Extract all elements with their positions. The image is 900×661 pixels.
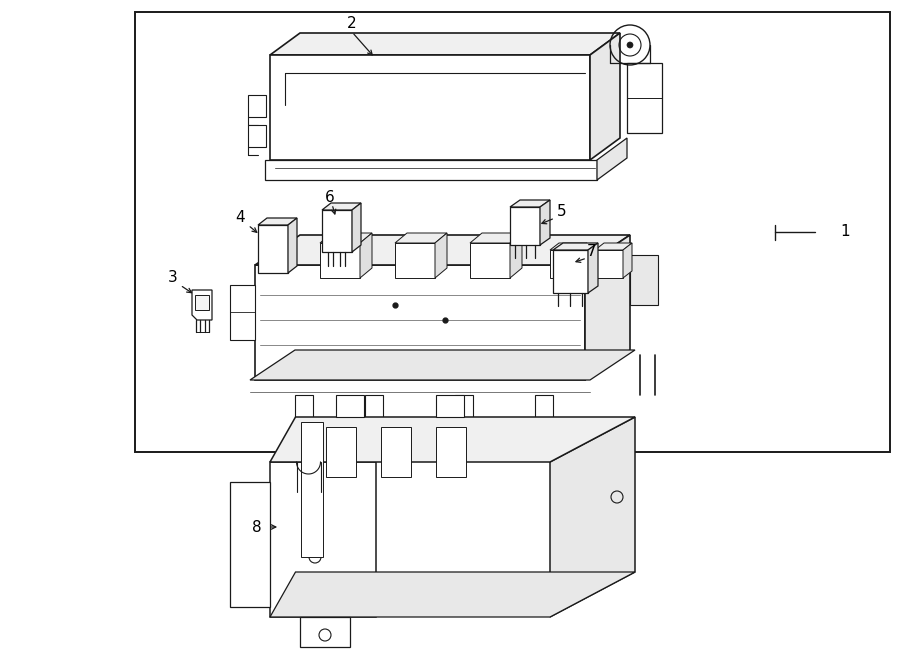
Polygon shape xyxy=(270,33,620,55)
Text: 3: 3 xyxy=(168,270,178,286)
Polygon shape xyxy=(320,233,372,243)
Polygon shape xyxy=(535,395,553,435)
Text: 8: 8 xyxy=(252,520,262,535)
Polygon shape xyxy=(320,243,360,278)
Polygon shape xyxy=(326,427,356,477)
Polygon shape xyxy=(300,617,350,647)
Polygon shape xyxy=(630,255,658,305)
Polygon shape xyxy=(455,395,473,435)
Polygon shape xyxy=(627,63,662,133)
Polygon shape xyxy=(435,233,447,278)
Polygon shape xyxy=(270,417,635,462)
Polygon shape xyxy=(470,243,510,278)
Polygon shape xyxy=(436,395,464,417)
Polygon shape xyxy=(365,395,383,435)
Polygon shape xyxy=(270,572,635,617)
Polygon shape xyxy=(295,395,313,435)
Polygon shape xyxy=(470,233,522,243)
Polygon shape xyxy=(395,243,435,278)
Polygon shape xyxy=(288,218,297,273)
Polygon shape xyxy=(597,138,627,180)
Polygon shape xyxy=(248,125,266,147)
Polygon shape xyxy=(270,55,590,160)
Polygon shape xyxy=(248,95,266,117)
Polygon shape xyxy=(395,233,447,243)
Polygon shape xyxy=(510,207,540,245)
Text: 6: 6 xyxy=(325,190,335,204)
Polygon shape xyxy=(590,33,620,160)
Bar xyxy=(135,12,890,452)
Polygon shape xyxy=(540,200,550,245)
Polygon shape xyxy=(195,295,209,310)
Polygon shape xyxy=(585,235,630,380)
Polygon shape xyxy=(436,427,465,477)
Polygon shape xyxy=(255,235,630,265)
Polygon shape xyxy=(258,218,297,225)
Polygon shape xyxy=(588,243,598,293)
Polygon shape xyxy=(336,395,364,417)
Polygon shape xyxy=(352,203,361,252)
Text: 1: 1 xyxy=(841,225,850,239)
Polygon shape xyxy=(360,233,372,278)
Polygon shape xyxy=(192,290,212,320)
Polygon shape xyxy=(322,203,361,210)
Text: 2: 2 xyxy=(347,17,356,32)
Polygon shape xyxy=(595,250,623,278)
Text: 4: 4 xyxy=(235,210,245,225)
Polygon shape xyxy=(255,265,585,380)
Polygon shape xyxy=(230,285,255,340)
Polygon shape xyxy=(301,422,322,557)
Polygon shape xyxy=(553,250,588,293)
Bar xyxy=(265,160,597,180)
Polygon shape xyxy=(550,243,587,250)
Polygon shape xyxy=(510,200,550,207)
Polygon shape xyxy=(553,243,598,250)
Circle shape xyxy=(627,42,633,48)
Text: 5: 5 xyxy=(557,204,567,219)
Polygon shape xyxy=(623,243,632,278)
Polygon shape xyxy=(250,350,635,380)
Polygon shape xyxy=(550,250,578,278)
Polygon shape xyxy=(578,243,587,278)
Polygon shape xyxy=(550,417,635,617)
Polygon shape xyxy=(381,427,410,477)
Polygon shape xyxy=(322,210,352,252)
Polygon shape xyxy=(270,462,376,617)
Polygon shape xyxy=(510,233,522,278)
Polygon shape xyxy=(258,225,288,273)
Polygon shape xyxy=(595,243,632,250)
Polygon shape xyxy=(230,482,270,607)
Text: 7: 7 xyxy=(587,245,597,260)
